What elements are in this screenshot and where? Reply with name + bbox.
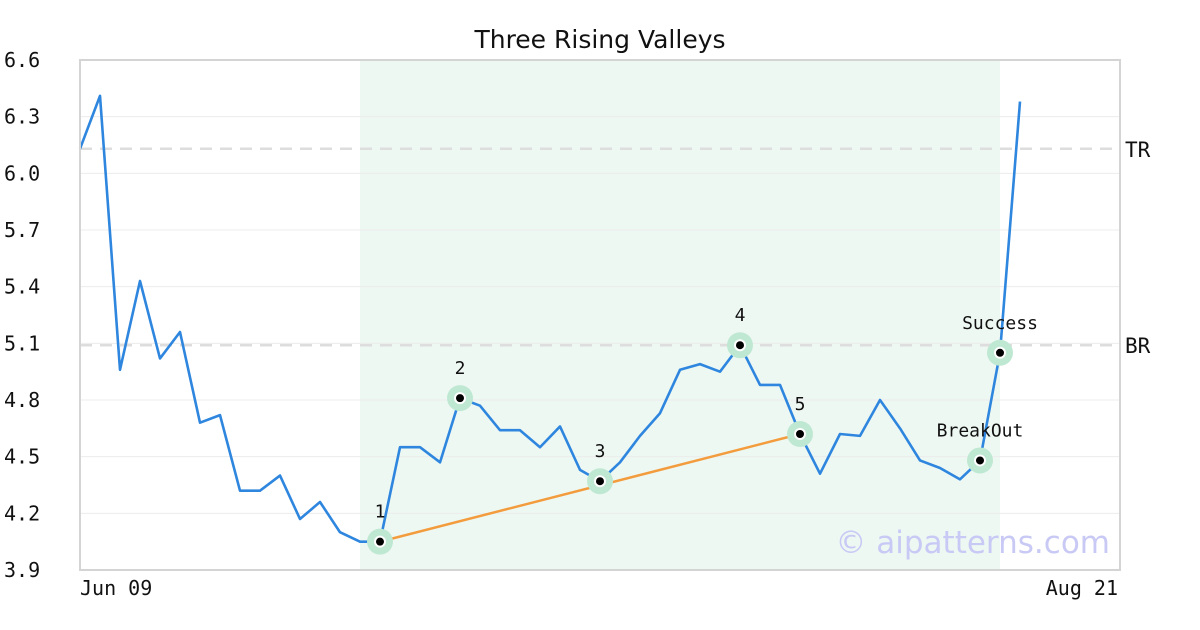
point-label: 2 [455,358,466,379]
y-tick-label: 6.6 [4,48,40,72]
y-tick-label: 6.3 [4,105,40,129]
point-label: BreakOut [937,420,1024,441]
y-tick-label: 5.1 [4,331,40,355]
point-label: 3 [595,441,606,462]
point-marker [794,428,806,440]
y-tick-label: 4.2 [4,501,40,525]
y-tick-label: 4.5 [4,445,40,469]
y-tick-label: 6.0 [4,161,40,185]
reference-lines: TR BR [80,138,1151,358]
x-tick-label-end: Aug 21 [1046,576,1118,600]
point-label: Success [962,313,1038,334]
y-tick-label: 4.8 [4,388,40,412]
y-tick-label: 5.7 [4,218,40,242]
x-tick-label-start: Jun 09 [80,576,152,600]
point-marker [974,454,986,467]
reference-label-br: BR [1125,334,1151,358]
point-marker [994,346,1006,359]
y-tick-label: 5.4 [4,275,40,299]
plot-frame [79,59,1121,571]
pattern-points: 1 2 3 4 5 BreakOut Success [367,305,1038,555]
y-axis-ticks: 3.9 4.2 4.5 4.8 5.1 5.4 5.7 6.0 6.3 6.6 [4,48,40,582]
point-marker [594,475,606,488]
reference-label-tr: TR [1125,138,1151,162]
point-label: 5 [795,394,806,415]
y-tick-label: 3.9 [4,558,40,582]
point-label: 4 [735,305,746,326]
point-marker [374,535,386,548]
watermark: © aipatterns.com [835,525,1110,561]
pattern-region [360,60,1000,570]
chart-title: Three Rising Valleys [473,25,725,54]
point-marker [454,392,466,405]
series-line [78,94,1022,543]
point-marker [734,339,746,352]
point-label: 1 [375,502,386,523]
